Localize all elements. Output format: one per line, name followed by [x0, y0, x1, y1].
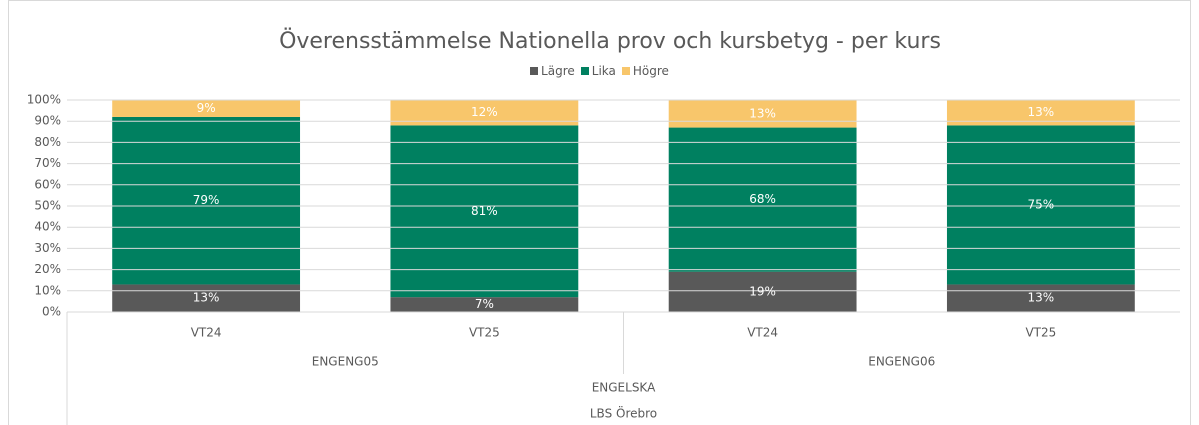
- y-tick-label: 90%: [34, 114, 61, 128]
- bar-segment: [668, 271, 857, 312]
- legend-swatch: [580, 67, 589, 75]
- legend-item: Högre: [621, 64, 669, 78]
- data-label: 68%: [749, 192, 776, 206]
- data-label: 13%: [1028, 105, 1055, 119]
- y-tick-label: 30%: [34, 241, 61, 255]
- y-tick-label: 100%: [27, 93, 61, 107]
- data-label: 19%: [749, 284, 776, 298]
- bar-segment: [390, 297, 579, 312]
- supergroup-label: ENGELSKA: [592, 381, 656, 395]
- y-tick-label: 0%: [42, 305, 61, 319]
- data-label: 81%: [471, 204, 498, 218]
- bar-segment: [668, 100, 857, 128]
- data-label: 79%: [193, 193, 220, 207]
- y-tick-label: 20%: [34, 262, 61, 276]
- y-tick-label: 60%: [34, 177, 61, 191]
- data-label: 13%: [1028, 291, 1055, 305]
- data-label: 9%: [197, 101, 216, 115]
- bar-segment: [946, 125, 1135, 285]
- legend-item: Lika: [580, 64, 616, 78]
- group-label: ENGENG05: [312, 355, 379, 369]
- legend-swatch: [530, 67, 539, 75]
- data-label: 13%: [749, 106, 776, 120]
- bar-segment: [112, 100, 301, 117]
- legend-label: Lika: [591, 64, 616, 78]
- legend-swatch: [621, 67, 630, 75]
- y-tick-label: 70%: [34, 156, 61, 170]
- data-label: 13%: [193, 291, 220, 305]
- bar-segment: [668, 127, 857, 272]
- y-tick-label: 40%: [34, 220, 61, 234]
- x-tick-label: VT24: [747, 326, 778, 340]
- legend-label: Lägre: [541, 64, 575, 78]
- y-tick-label: 10%: [34, 283, 61, 297]
- x-tick-label: VT24: [191, 326, 222, 340]
- data-label: 7%: [475, 297, 494, 311]
- legend-label: Högre: [632, 64, 669, 78]
- bars: [112, 100, 1135, 312]
- bar-segment: [112, 116, 301, 285]
- bar-segment: [390, 125, 579, 298]
- data-label: 12%: [471, 105, 498, 119]
- x-tick-label: VT25: [1025, 326, 1056, 340]
- legend: Lägre Lika Högre: [0, 64, 1199, 78]
- chart-title: Överensstämmelse Nationella prov och kur…: [279, 28, 941, 54]
- legend-item: Lägre: [530, 64, 575, 78]
- x-tick-label: VT25: [469, 326, 500, 340]
- root-label: LBS Örebro: [590, 405, 657, 421]
- chart-border: [8, 0, 1191, 425]
- bar-segment: [112, 284, 301, 312]
- y-tick-label: 80%: [34, 135, 61, 149]
- group-label: ENGENG06: [868, 355, 935, 369]
- data-label: 75%: [1028, 197, 1055, 211]
- y-tick-label: 50%: [34, 199, 61, 213]
- bar-segment: [946, 284, 1135, 312]
